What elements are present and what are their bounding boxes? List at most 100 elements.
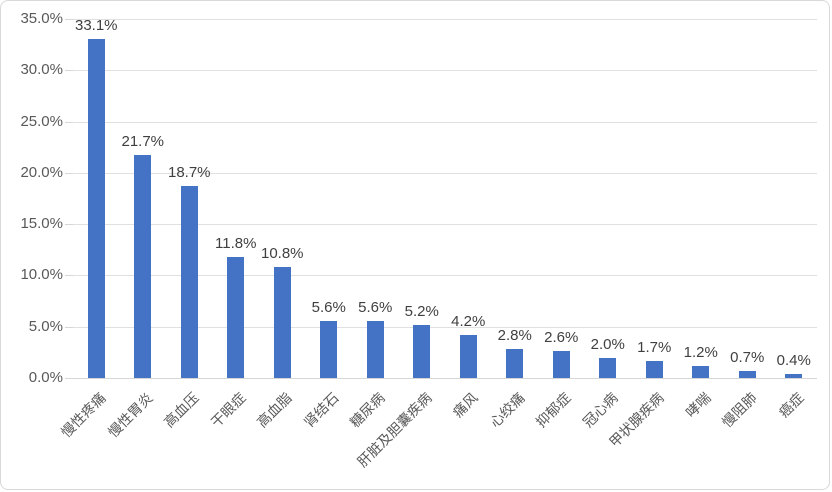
bar (134, 155, 152, 378)
bar-value-label: 18.7% (167, 164, 211, 182)
x-axis-slot: 慢性胃炎 (105, 378, 167, 489)
x-axis-category-label: 癌症 (775, 389, 807, 421)
bar-slot: 4.2% (445, 19, 492, 378)
y-axis-tick (65, 224, 73, 226)
y-axis-tick-label: 10.0% (20, 266, 63, 284)
bar (366, 320, 384, 378)
x-axis-category-label: 高血压 (160, 389, 202, 431)
bar-value-label: 0.7% (730, 348, 765, 366)
x-axis-category-label: 抑郁症 (532, 389, 574, 431)
y-axis-tick-label: 30.0% (20, 61, 63, 79)
y-axis-tick-label: 25.0% (20, 112, 63, 130)
x-axis-slot: 肝脏及胆囊疾病 (354, 378, 446, 489)
bar-value-label: 11.8% (215, 234, 257, 252)
gridline (73, 121, 817, 123)
bar-slot: 5.6% (306, 19, 353, 378)
bar-value-label: 21.7% (121, 133, 165, 151)
bar (87, 38, 105, 378)
bar-slot: 5.2% (399, 19, 446, 378)
bar (273, 267, 291, 378)
bar (552, 351, 570, 378)
bar-value-label: 0.4% (776, 351, 811, 369)
bar (180, 186, 198, 378)
y-axis-tick-label: 15.0% (20, 215, 63, 233)
bar (227, 256, 245, 378)
y-axis-tick (65, 70, 73, 72)
bar-slot: 33.1% (73, 16, 120, 378)
y-axis-tick (65, 275, 73, 277)
bar-value-label: 4.2% (451, 312, 486, 330)
bar-value-label: 10.8% (260, 245, 304, 263)
x-axis-category-label: 干眼症 (207, 389, 249, 431)
x-axis-slot: 哮喘 (678, 378, 725, 489)
gridline (73, 326, 817, 328)
y-axis-tick (65, 378, 73, 379)
x-axis-slot: 癌症 (771, 378, 818, 489)
bar (506, 349, 524, 378)
bar-value-label: 5.6% (358, 298, 393, 316)
bar-slot: 21.7% (120, 19, 167, 378)
bar-slot: 0.7% (724, 19, 771, 378)
y-axis-tick (65, 121, 73, 123)
bar-slot: 0.4% (771, 19, 818, 378)
x-axis-slot: 高血脂 (254, 378, 306, 489)
bar-slot: 11.8% (213, 19, 260, 378)
bar-slot: 18.7% (166, 19, 213, 378)
x-axis-slot: 痛风 (445, 378, 492, 489)
x-axis-category-label: 肾结石 (300, 389, 342, 431)
x-axis-slot: 高血压 (161, 378, 213, 489)
x-axis-category-label: 哮喘 (682, 389, 714, 421)
bar-slot: 5.6% (352, 19, 399, 378)
bar (645, 360, 663, 378)
bar-value-label: 1.2% (683, 343, 718, 361)
bar-value-label: 5.2% (404, 302, 439, 320)
y-axis-tick-label: 5.0% (28, 317, 63, 335)
bar-slot: 2.0% (585, 19, 632, 378)
y-axis-tick-label: 35.0% (20, 10, 63, 27)
gridline (73, 19, 817, 20)
bar (413, 324, 431, 378)
bar-value-label: 33.1% (74, 16, 118, 34)
bar-value-label: 2.8% (497, 327, 532, 345)
y-axis-tick-label: 20.0% (20, 163, 63, 181)
plot-area: 33.1% 21.7% 18.7% 11.8% 10.8% 5.6% 5.6% 5.2% 4.2… (73, 16, 818, 378)
bar (785, 373, 803, 378)
bar-value-label: 2.6% (544, 329, 579, 347)
bar (692, 365, 710, 378)
gridline (73, 275, 817, 277)
x-axis-category-label: 慢阻肺 (718, 389, 760, 431)
bar-slot: 10.8% (259, 19, 306, 378)
bar (459, 334, 477, 378)
gridline (73, 70, 817, 72)
gridline (73, 172, 817, 174)
bar-slot: 2.6% (538, 19, 585, 378)
bar-value-label: 5.6% (311, 298, 346, 316)
bar (738, 370, 756, 378)
y-axis-tick-label: 0.0% (28, 369, 63, 386)
x-axis-slot: 干眼症 (207, 378, 260, 489)
y-axis-tick (65, 172, 73, 174)
x-axis-slot: 慢阻肺 (719, 378, 771, 489)
x-axis-slot: 甲状腺疾病 (606, 378, 678, 489)
bar-slot: 2.8% (492, 19, 539, 378)
x-axis-line (73, 378, 817, 379)
x-axis-slot: 抑郁症 (533, 378, 585, 489)
bar-value-label: 2.0% (590, 335, 625, 353)
x-axis: 慢性疼痛 慢性胃炎 高血压 干眼症 高血脂 肾结石 糖尿病 肝脏及胆囊疾病 痛风 心绞痛 抑郁症 冠心… (58, 378, 818, 489)
y-axis-tick (65, 19, 73, 20)
x-axis-category-label: 高血脂 (253, 389, 295, 431)
x-axis-slot: 心绞痛 (486, 378, 539, 489)
x-axis-category-label: 痛风 (449, 389, 481, 421)
gridline (73, 224, 817, 226)
bar (599, 357, 617, 378)
x-axis-category-label: 心绞痛 (486, 389, 528, 431)
x-axis-slot: 肾结石 (300, 378, 353, 489)
bar-slot: 1.7% (631, 19, 678, 378)
bar (320, 320, 338, 378)
bar-slot: 1.2% (678, 19, 725, 378)
bar-value-label: 1.7% (637, 338, 672, 356)
y-axis-tick (65, 326, 73, 328)
